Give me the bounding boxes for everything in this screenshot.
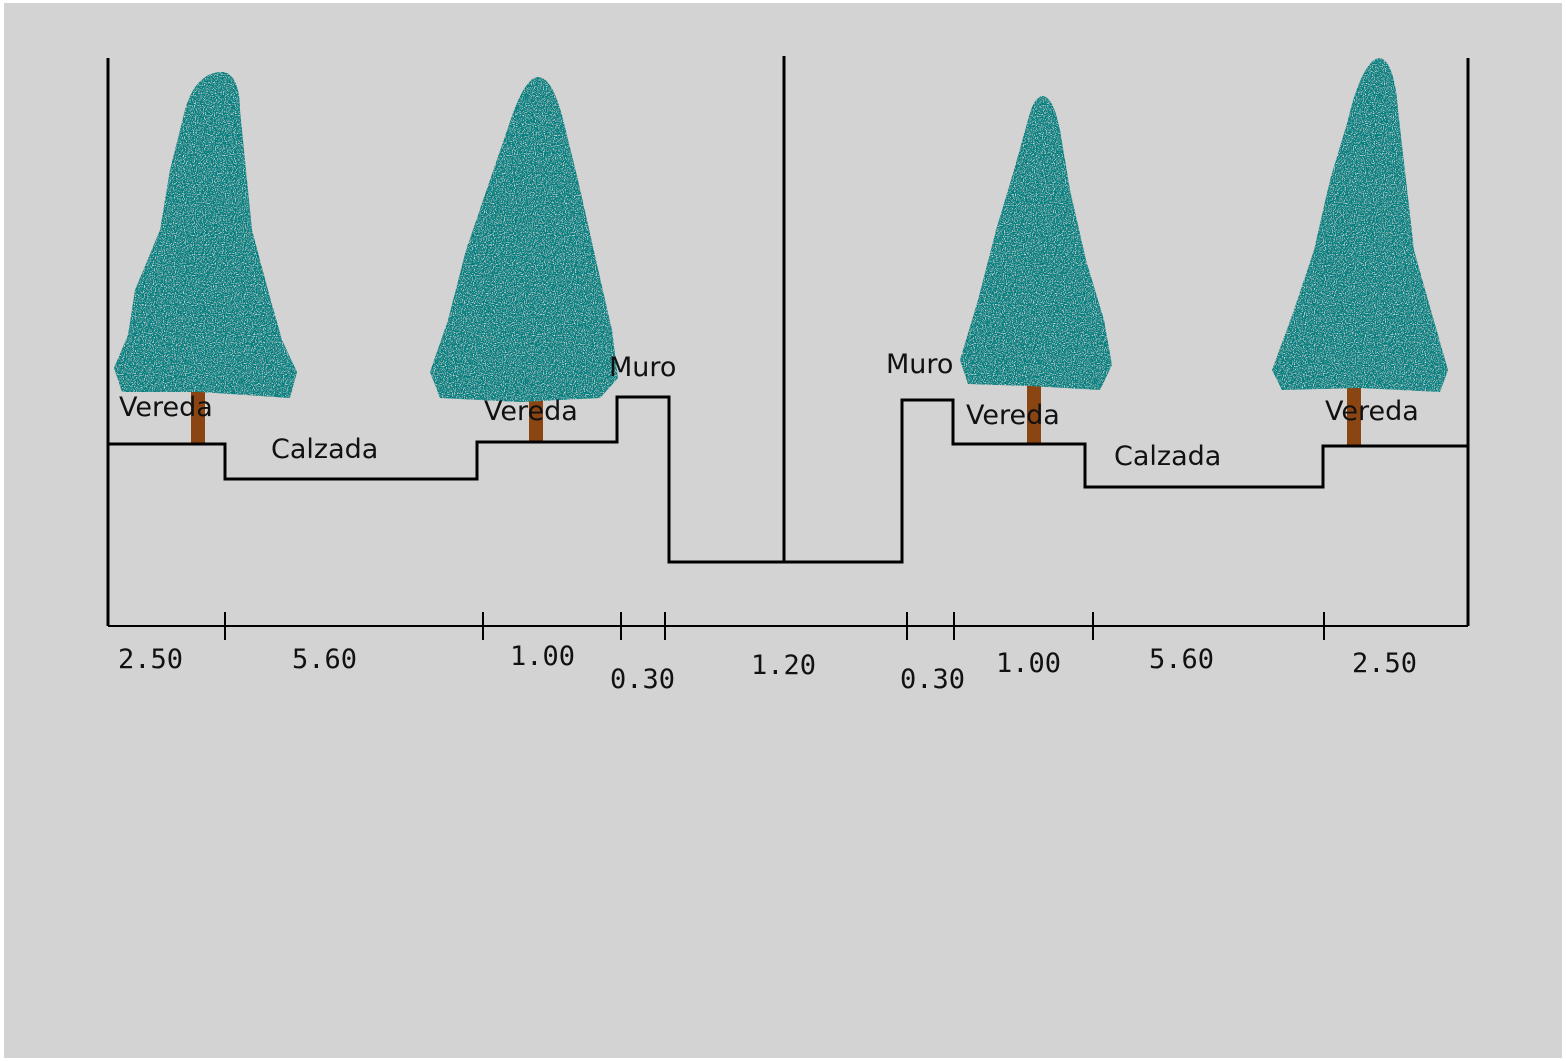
tree-icon: [430, 77, 618, 442]
tree-trunk: [529, 390, 543, 442]
dimension-value: 1.00: [996, 648, 1061, 679]
label-muro: Muro: [886, 349, 953, 380]
tree-trunk: [191, 385, 205, 443]
tree-icon: [1272, 58, 1448, 447]
frame-lines: [106, 56, 1470, 626]
tree-foliage: [114, 72, 297, 398]
section-labels: Vereda Calzada Vereda Muro Muro Vereda C…: [119, 349, 1419, 472]
label-vereda: Vereda: [966, 400, 1060, 431]
tree-foliage: [1272, 58, 1448, 392]
dimension-value: 1.20: [751, 650, 816, 681]
dimension-value: 0.30: [900, 664, 965, 695]
label-calzada: Calzada: [1114, 441, 1221, 472]
dimension-values: 2.50 5.60 1.00 0.30 1.20 0.30 1.00 5.60 …: [118, 641, 1417, 695]
tree-trunk: [1027, 380, 1041, 444]
dimension-value: 2.50: [118, 644, 183, 675]
label-muro: Muro: [609, 352, 676, 383]
dimension-line: [108, 612, 1468, 640]
label-vereda: Vereda: [484, 396, 578, 427]
dimension-value: 0.30: [610, 664, 675, 695]
dimension-value: 5.60: [292, 644, 357, 675]
label-vereda: Vereda: [1325, 396, 1419, 427]
tree-trunk: [1347, 385, 1361, 447]
label-calzada: Calzada: [271, 434, 378, 465]
tree-icon: [114, 72, 297, 443]
dimension-value: 5.60: [1149, 644, 1214, 675]
tree-foliage: [430, 77, 618, 402]
dimension-value: 2.50: [1352, 648, 1417, 679]
dimension-value: 1.00: [510, 641, 575, 672]
label-vereda: Vereda: [119, 392, 213, 423]
tree-icon: [960, 96, 1112, 444]
tree-foliage: [960, 96, 1112, 390]
trees: [114, 58, 1448, 447]
ground-profile: [108, 395, 1468, 564]
